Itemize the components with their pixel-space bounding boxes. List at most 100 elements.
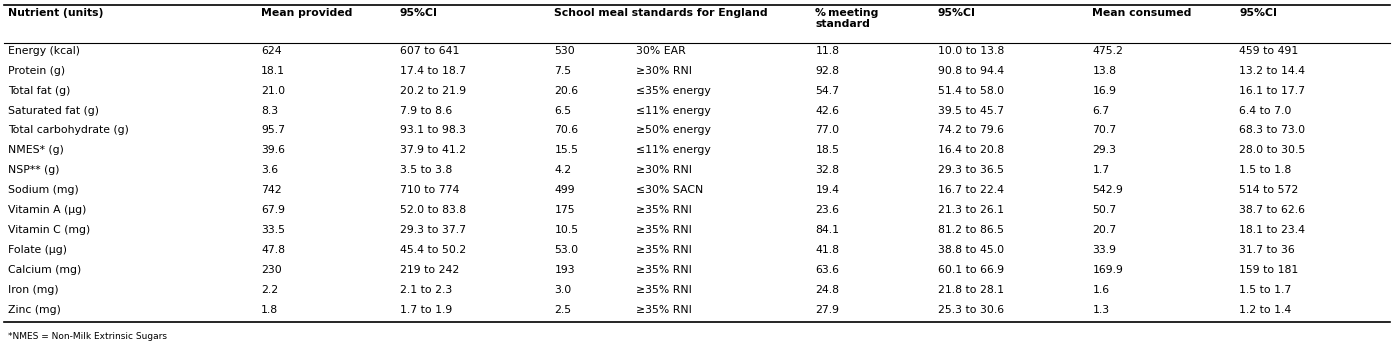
Text: Nutrient (units): Nutrient (units): [8, 8, 103, 18]
Text: 4.2: 4.2: [555, 165, 572, 175]
Text: 2.1 to 2.3: 2.1 to 2.3: [400, 285, 452, 295]
Text: 230: 230: [261, 265, 282, 275]
Text: School meal standards for England: School meal standards for England: [555, 8, 768, 18]
Text: 2.5: 2.5: [555, 305, 572, 315]
Text: 514 to 572: 514 to 572: [1239, 185, 1298, 195]
Text: 607 to 641: 607 to 641: [400, 46, 459, 56]
Text: Calcium (mg): Calcium (mg): [8, 265, 82, 275]
Text: ≥30% RNI: ≥30% RNI: [636, 165, 691, 175]
Text: Protein (g): Protein (g): [8, 66, 66, 76]
Text: 21.3 to 26.1: 21.3 to 26.1: [938, 205, 1004, 215]
Text: NSP** (g): NSP** (g): [8, 165, 60, 175]
Text: 13.8: 13.8: [1093, 66, 1117, 76]
Text: 11.8: 11.8: [815, 46, 839, 56]
Text: 13.2 to 14.4: 13.2 to 14.4: [1239, 66, 1305, 76]
Text: 45.4 to 50.2: 45.4 to 50.2: [400, 245, 466, 255]
Text: Total carbohydrate (g): Total carbohydrate (g): [8, 126, 130, 135]
Text: 29.3 to 36.5: 29.3 to 36.5: [938, 165, 1004, 175]
Text: 95.7: 95.7: [261, 126, 284, 135]
Text: ≥35% RNI: ≥35% RNI: [636, 265, 691, 275]
Text: Mean provided: Mean provided: [261, 8, 353, 18]
Text: 10.0 to 13.8: 10.0 to 13.8: [938, 46, 1004, 56]
Text: 1.7 to 1.9: 1.7 to 1.9: [400, 305, 452, 315]
Text: 530: 530: [555, 46, 576, 56]
Text: 18.5: 18.5: [815, 145, 839, 155]
Text: 459 to 491: 459 to 491: [1239, 46, 1298, 56]
Text: 1.2 to 1.4: 1.2 to 1.4: [1239, 305, 1291, 315]
Text: 7.5: 7.5: [555, 66, 572, 76]
Text: 193: 193: [555, 265, 576, 275]
Text: 31.7 to 36: 31.7 to 36: [1239, 245, 1295, 255]
Text: 16.4 to 20.8: 16.4 to 20.8: [938, 145, 1004, 155]
Text: 67.9: 67.9: [261, 205, 284, 215]
Text: Vitamin A (µg): Vitamin A (µg): [8, 205, 86, 215]
Text: 95%CI: 95%CI: [938, 8, 976, 18]
Text: Total fat (g): Total fat (g): [8, 86, 71, 96]
Text: ≥35% RNI: ≥35% RNI: [636, 225, 691, 235]
Text: 51.4 to 58.0: 51.4 to 58.0: [938, 86, 1004, 96]
Text: 7.9 to 8.6: 7.9 to 8.6: [400, 106, 452, 116]
Text: 17.4 to 18.7: 17.4 to 18.7: [400, 66, 466, 76]
Text: 38.8 to 45.0: 38.8 to 45.0: [938, 245, 1004, 255]
Text: ≥30% RNI: ≥30% RNI: [636, 66, 691, 76]
Text: 81.2 to 86.5: 81.2 to 86.5: [938, 225, 1004, 235]
Text: 169.9: 169.9: [1093, 265, 1124, 275]
Text: 95%CI: 95%CI: [1239, 8, 1277, 18]
Text: Sodium (mg): Sodium (mg): [8, 185, 79, 195]
Text: 50.7: 50.7: [1093, 205, 1117, 215]
Text: Iron (mg): Iron (mg): [8, 285, 59, 295]
Text: ≥35% RNI: ≥35% RNI: [636, 205, 691, 215]
Text: 3.6: 3.6: [261, 165, 279, 175]
Text: ≤35% energy: ≤35% energy: [636, 86, 711, 96]
Text: 742: 742: [261, 185, 282, 195]
Text: 25.3 to 30.6: 25.3 to 30.6: [938, 305, 1004, 315]
Text: 1.7: 1.7: [1093, 165, 1110, 175]
Text: 39.5 to 45.7: 39.5 to 45.7: [938, 106, 1004, 116]
Text: 70.6: 70.6: [555, 126, 579, 135]
Text: ≥50% energy: ≥50% energy: [636, 126, 711, 135]
Text: ≤11% energy: ≤11% energy: [636, 106, 711, 116]
Text: 84.1: 84.1: [815, 225, 839, 235]
Text: 1.3: 1.3: [1093, 305, 1110, 315]
Text: 70.7: 70.7: [1093, 126, 1117, 135]
Text: 3.5 to 3.8: 3.5 to 3.8: [400, 165, 452, 175]
Text: 28.0 to 30.5: 28.0 to 30.5: [1239, 145, 1305, 155]
Text: *NMES = Non-Milk Extrinsic Sugars: *NMES = Non-Milk Extrinsic Sugars: [8, 332, 167, 341]
Text: 1.5 to 1.8: 1.5 to 1.8: [1239, 165, 1291, 175]
Text: 90.8 to 94.4: 90.8 to 94.4: [938, 66, 1004, 76]
Text: 21.0: 21.0: [261, 86, 286, 96]
Text: 38.7 to 62.6: 38.7 to 62.6: [1239, 205, 1305, 215]
Text: Zinc (mg): Zinc (mg): [8, 305, 61, 315]
Text: 16.1 to 17.7: 16.1 to 17.7: [1239, 86, 1305, 96]
Text: 53.0: 53.0: [555, 245, 579, 255]
Text: 18.1: 18.1: [261, 66, 284, 76]
Text: 92.8: 92.8: [815, 66, 839, 76]
Text: 475.2: 475.2: [1093, 46, 1124, 56]
Text: 1.8: 1.8: [261, 305, 279, 315]
Text: 24.8: 24.8: [815, 285, 839, 295]
Text: 219 to 242: 219 to 242: [400, 265, 459, 275]
Text: ≤11% energy: ≤11% energy: [636, 145, 711, 155]
Text: 63.6: 63.6: [815, 265, 839, 275]
Text: 18.1 to 23.4: 18.1 to 23.4: [1239, 225, 1305, 235]
Text: 52.0 to 83.8: 52.0 to 83.8: [400, 205, 466, 215]
Text: 6.7: 6.7: [1093, 106, 1110, 116]
Text: 2.2: 2.2: [261, 285, 279, 295]
Text: Saturated fat (g): Saturated fat (g): [8, 106, 99, 116]
Text: 47.8: 47.8: [261, 245, 284, 255]
Text: 15.5: 15.5: [555, 145, 579, 155]
Text: 499: 499: [555, 185, 576, 195]
Text: Vitamin C (mg): Vitamin C (mg): [8, 225, 91, 235]
Text: 33.5: 33.5: [261, 225, 284, 235]
Text: 30% EAR: 30% EAR: [636, 46, 686, 56]
Text: 10.5: 10.5: [555, 225, 579, 235]
Text: 1.5 to 1.7: 1.5 to 1.7: [1239, 285, 1291, 295]
Text: 16.7 to 22.4: 16.7 to 22.4: [938, 185, 1004, 195]
Text: ≥35% RNI: ≥35% RNI: [636, 285, 691, 295]
Text: 27.9: 27.9: [815, 305, 839, 315]
Text: 37.9 to 41.2: 37.9 to 41.2: [400, 145, 466, 155]
Text: ≤30% SACN: ≤30% SACN: [636, 185, 703, 195]
Text: 68.3 to 73.0: 68.3 to 73.0: [1239, 126, 1305, 135]
Text: 624: 624: [261, 46, 282, 56]
Text: 33.9: 33.9: [1093, 245, 1117, 255]
